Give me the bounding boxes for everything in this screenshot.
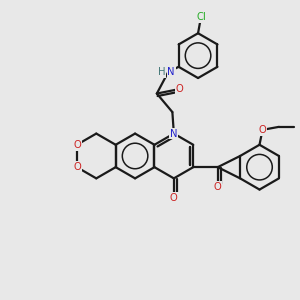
Text: Cl: Cl (196, 12, 206, 22)
Text: O: O (259, 125, 266, 135)
Text: O: O (73, 162, 81, 172)
Text: O: O (214, 182, 222, 192)
Text: N: N (170, 129, 178, 139)
Text: O: O (73, 140, 81, 150)
Text: O: O (170, 193, 178, 203)
Text: H: H (158, 67, 165, 77)
Text: O: O (176, 84, 183, 94)
Text: N: N (167, 67, 175, 77)
